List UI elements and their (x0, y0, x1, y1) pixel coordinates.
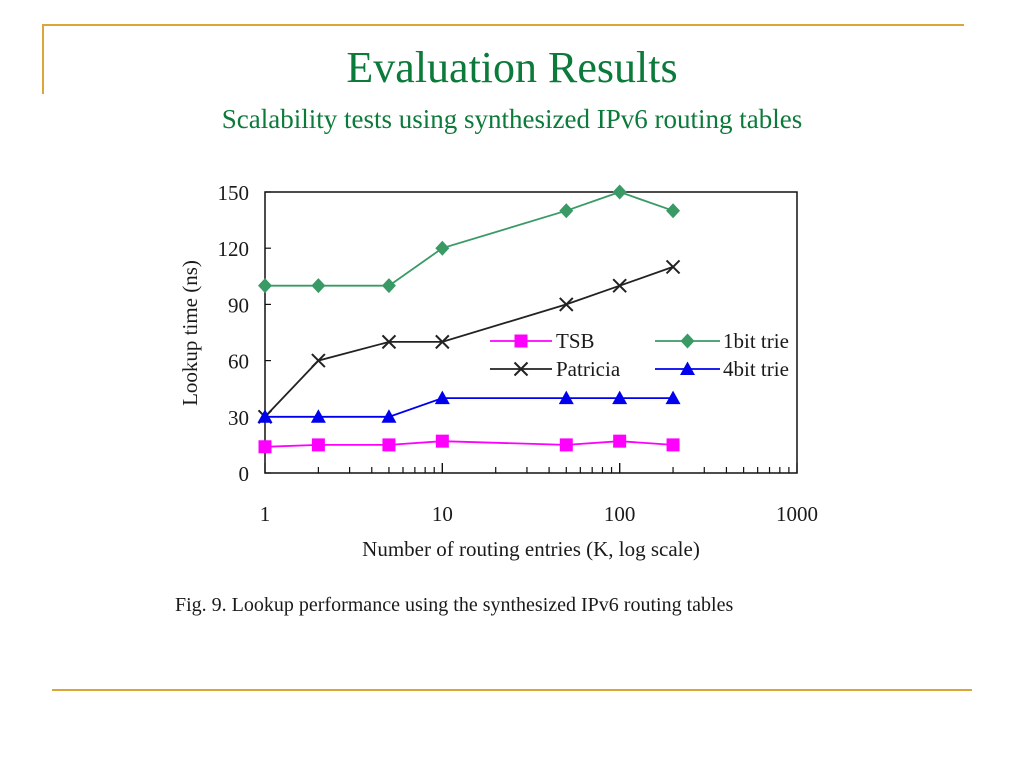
legend-label-4bit-trie: 4bit trie (723, 357, 789, 381)
data-point-patricia (435, 334, 450, 350)
legend-marker-4bit-trie (680, 361, 695, 375)
y-tick-label: 0 (239, 462, 250, 486)
data-point-patricia (559, 297, 574, 312)
data-point-4bit-trie (665, 390, 681, 405)
legend-item-tsb: TSB (490, 329, 595, 353)
data-point-4bit-trie (257, 409, 273, 423)
slide-title: Evaluation Results (346, 43, 678, 92)
data-point-patricia (665, 259, 681, 275)
series-tsb (258, 434, 680, 454)
data-point-tsb (311, 438, 325, 452)
series-line-patricia (264, 266, 674, 418)
legend-label-tsb: TSB (556, 329, 595, 353)
data-point-4bit-trie (558, 390, 574, 405)
data-point-1bit-trie (381, 278, 396, 294)
series-4bit-trie (257, 390, 681, 423)
data-point-tsb (559, 438, 573, 452)
x-axis-label: Number of routing entries (K, log scale) (362, 537, 700, 561)
y-axis-label: Lookup time (ns) (178, 260, 202, 406)
x-tick-label: 10 (432, 502, 453, 526)
data-point-patricia (381, 334, 397, 350)
legend-marker-1bit-trie (680, 333, 695, 349)
y-tick-label: 150 (218, 181, 250, 205)
data-point-tsb (666, 438, 680, 452)
frame-left-line (42, 24, 44, 94)
legend-label-patricia: Patricia (556, 357, 621, 381)
data-point-1bit-trie (559, 203, 574, 219)
data-point-1bit-trie (612, 184, 627, 200)
data-point-1bit-trie (311, 278, 326, 294)
legend-marker-tsb (514, 334, 528, 348)
frame-top-line (42, 24, 964, 26)
legend-item-4bit-trie: 4bit trie (655, 357, 789, 381)
data-point-4bit-trie (612, 390, 628, 405)
y-tick-label: 90 (228, 293, 249, 317)
series-1bit-trie (258, 184, 681, 294)
legend-marker-patricia (513, 361, 529, 377)
legend: TSB 1bit trie Patricia 4bit trie (490, 329, 789, 381)
x-tick-label: 1 (260, 502, 271, 526)
data-point-patricia (311, 353, 326, 368)
data-point-4bit-trie (310, 409, 326, 423)
data-point-tsb (435, 434, 449, 448)
data-point-tsb (613, 434, 627, 448)
x-tick-label: 1000 (776, 502, 818, 526)
data-point-1bit-trie (258, 278, 272, 294)
frame-bottom-line (52, 689, 972, 691)
y-tick-label: 120 (218, 237, 250, 261)
data-point-1bit-trie (666, 203, 681, 219)
series-line-4bit-trie (265, 397, 673, 418)
data-point-4bit-trie (381, 409, 397, 423)
data-point-1bit-trie (435, 240, 450, 256)
x-tick-label: 100 (604, 502, 636, 526)
legend-item-1bit-trie: 1bit trie (655, 329, 789, 353)
figure-caption: Fig. 9. Lookup performance using the syn… (175, 594, 734, 616)
legend-label-1bit-trie: 1bit trie (723, 329, 789, 353)
data-point-4bit-trie (434, 390, 450, 405)
data-point-tsb (258, 440, 272, 454)
legend-item-patricia: Patricia (490, 357, 621, 381)
data-point-tsb (382, 438, 396, 452)
y-tick-label: 60 (228, 350, 249, 374)
y-tick-label: 30 (228, 406, 249, 430)
slide-subtitle: Scalability tests using synthesized IPv6… (221, 104, 803, 134)
data-point-patricia (612, 278, 627, 293)
series-line-1bit-trie (265, 191, 674, 287)
plot-area-frame (264, 191, 798, 474)
series-line-tsb (264, 440, 674, 448)
